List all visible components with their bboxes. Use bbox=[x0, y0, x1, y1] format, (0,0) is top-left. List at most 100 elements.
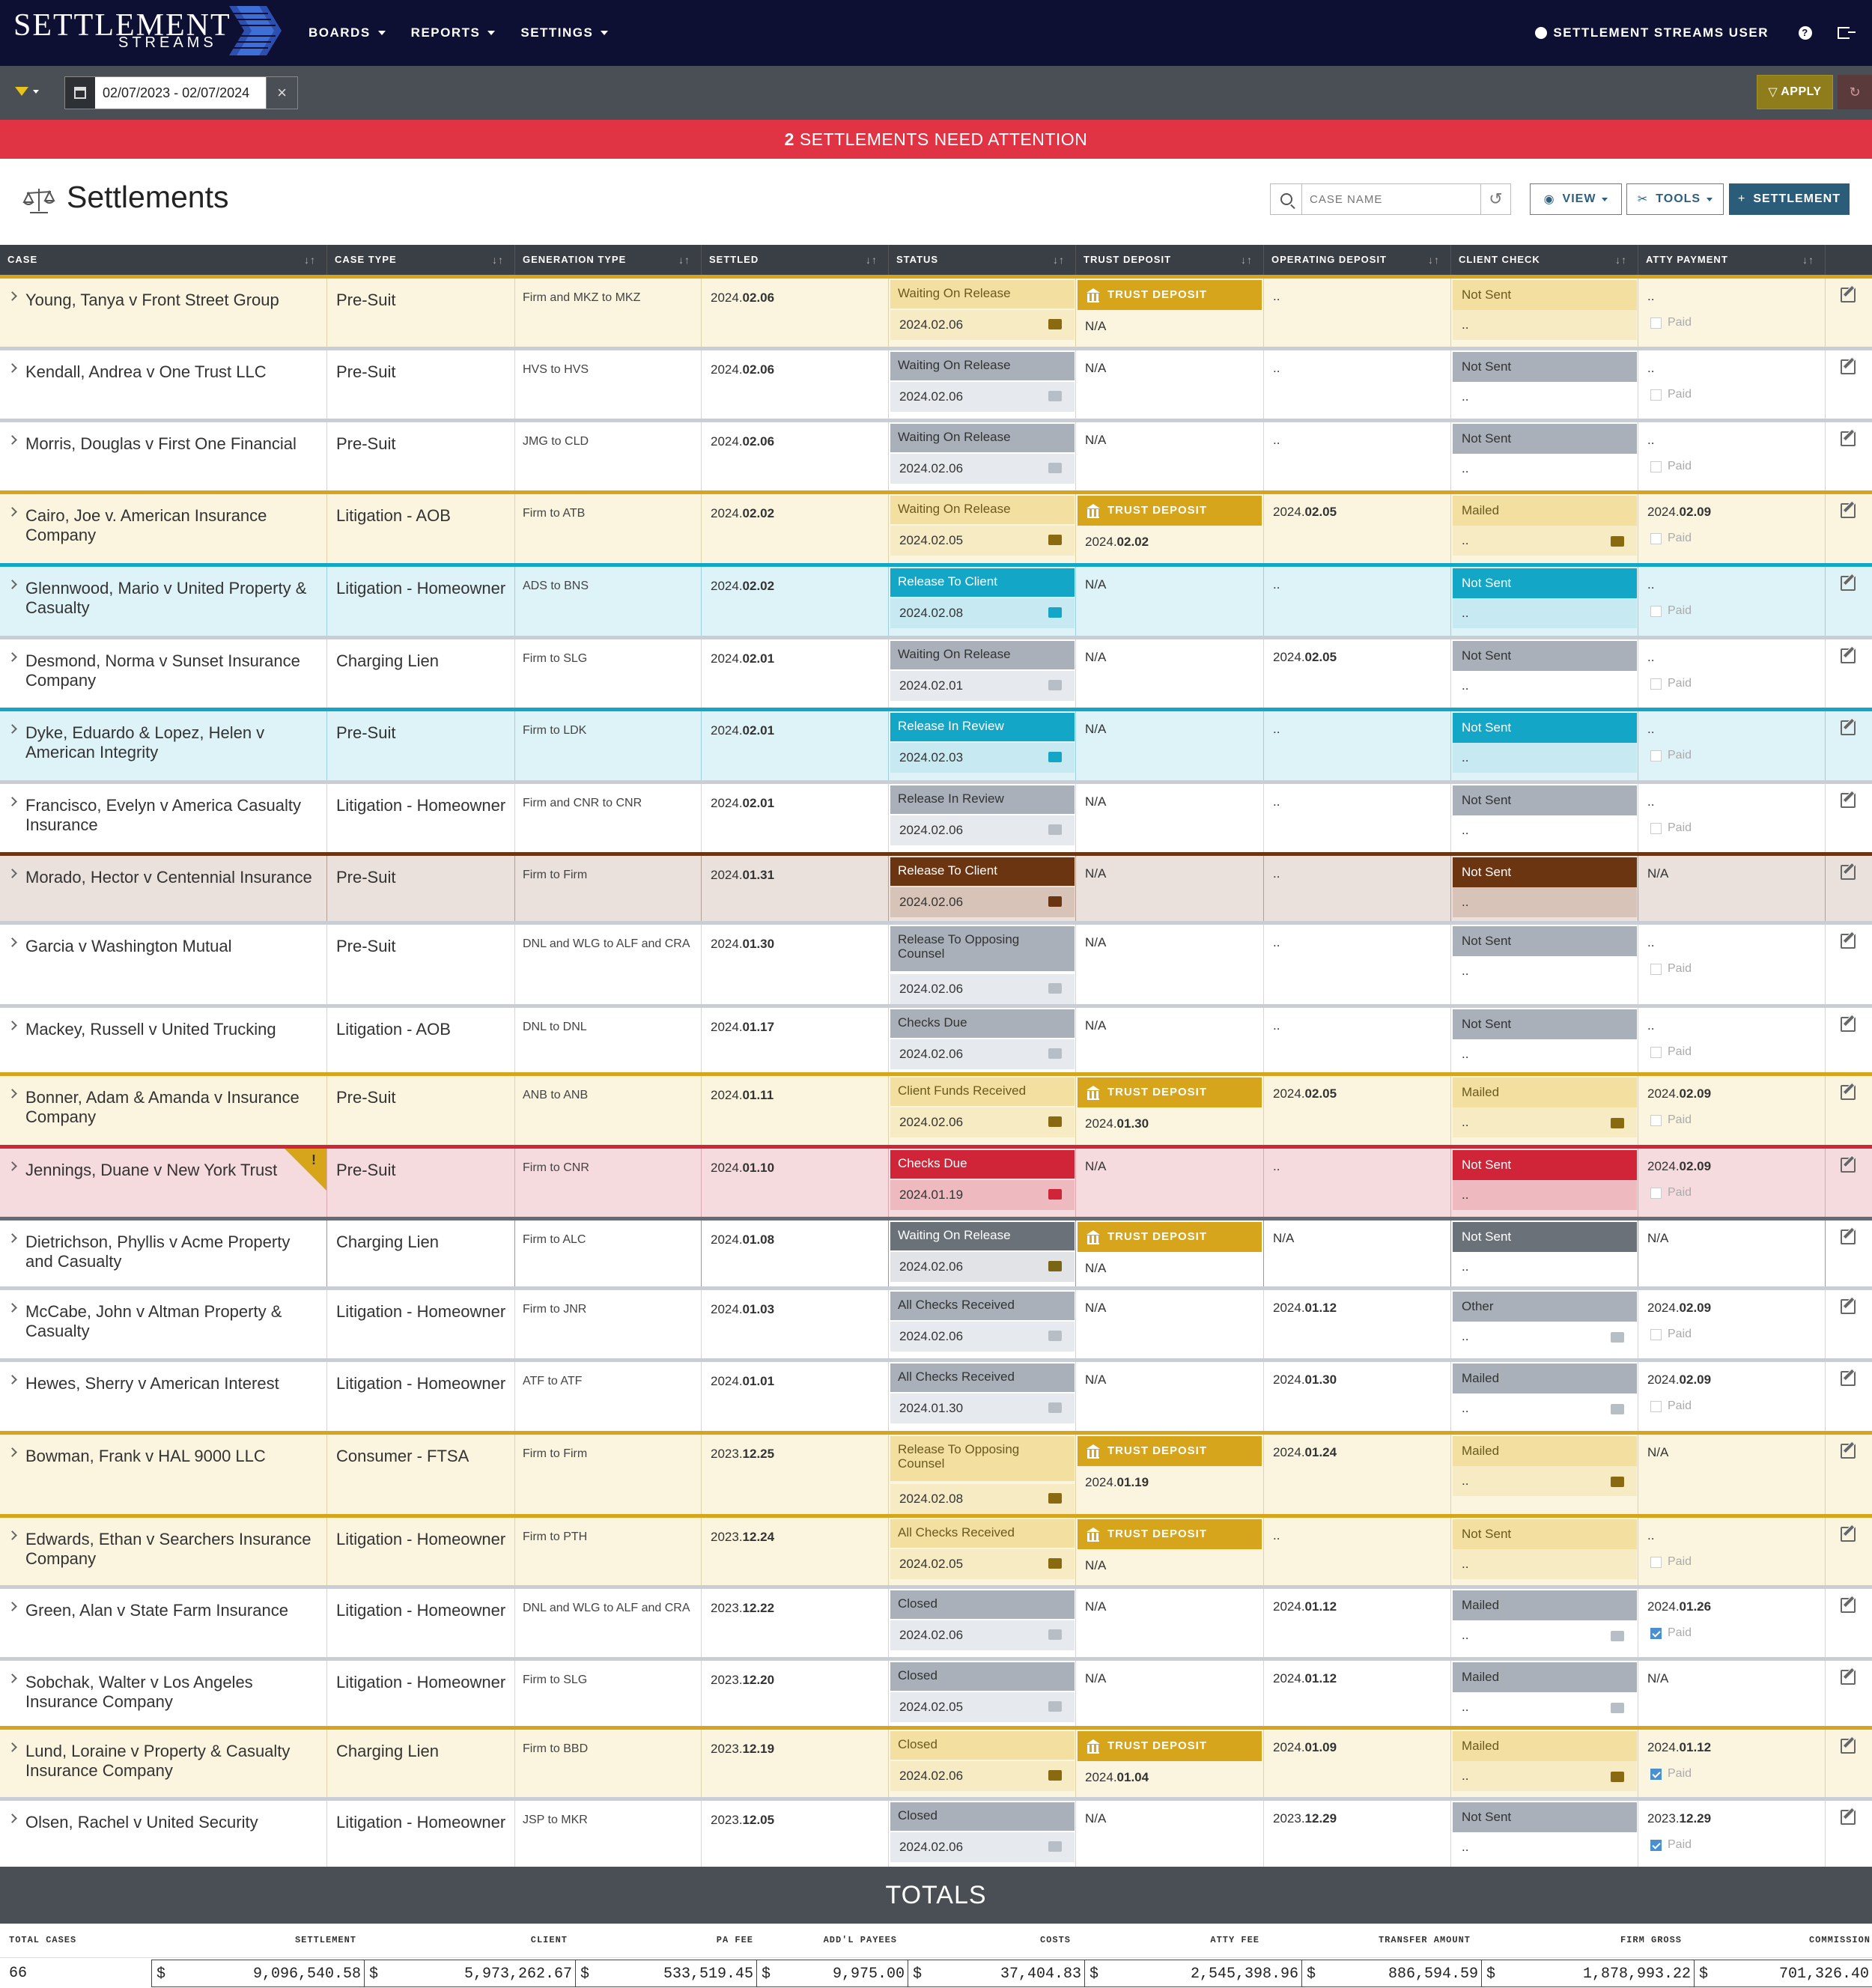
add-settlement-button[interactable]: + SETTLEMENT bbox=[1729, 183, 1850, 215]
comment-icon[interactable] bbox=[1048, 1189, 1062, 1200]
status-badge[interactable]: Waiting On Release bbox=[890, 496, 1075, 524]
status-badge[interactable]: Waiting On Release bbox=[890, 424, 1075, 452]
status-cell[interactable]: Closed 2024.02.06 bbox=[889, 1589, 1076, 1657]
chevron-right-icon[interactable] bbox=[7, 1089, 17, 1098]
chevron-right-icon[interactable] bbox=[7, 435, 17, 445]
nav-reports[interactable]: REPORTS bbox=[411, 25, 496, 40]
case-name[interactable]: Edwards, Ethan v Searchers Insurance Com… bbox=[25, 1530, 312, 1568]
comment-icon[interactable] bbox=[1048, 535, 1062, 545]
user-name[interactable]: SETTLEMENT STREAMS USER bbox=[1553, 25, 1769, 40]
chevron-right-icon[interactable] bbox=[7, 1375, 17, 1384]
paid-checkbox[interactable]: Paid bbox=[1650, 1328, 1692, 1341]
edit-icon[interactable] bbox=[1841, 288, 1856, 303]
trust-deposit-cell[interactable]: N/A bbox=[1076, 1008, 1264, 1072]
atty-payment-cell[interactable]: 2024.02.09 Paid bbox=[1638, 1290, 1826, 1358]
client-check-cell[interactable]: Mailed.. bbox=[1451, 1661, 1638, 1726]
comment-icon[interactable] bbox=[1048, 1493, 1062, 1504]
trust-deposit-cell[interactable]: N/A bbox=[1076, 1362, 1264, 1431]
checkbox-icon[interactable] bbox=[1650, 389, 1662, 401]
comment-icon[interactable] bbox=[1611, 1477, 1624, 1487]
paid-checkbox[interactable]: Paid bbox=[1650, 316, 1692, 329]
edit-icon[interactable] bbox=[1841, 359, 1856, 374]
status-badge[interactable]: Client Funds Received bbox=[890, 1077, 1075, 1106]
comment-icon[interactable] bbox=[1611, 1332, 1624, 1343]
case-name[interactable]: Bowman, Frank v HAL 9000 LLC bbox=[25, 1447, 266, 1465]
paid-checkbox[interactable]: Paid bbox=[1650, 1626, 1692, 1640]
atty-payment-cell[interactable]: 2023.12.29 Paid bbox=[1638, 1801, 1826, 1867]
case-cell[interactable]: Morris, Douglas v First One Financial bbox=[0, 422, 327, 490]
case-name[interactable]: Kendall, Andrea v One Trust LLC bbox=[25, 362, 267, 381]
comment-icon[interactable] bbox=[1048, 391, 1062, 401]
trust-deposit-badge[interactable]: TRUST DEPOSIT bbox=[1078, 1077, 1262, 1107]
atty-payment-cell[interactable]: N/A bbox=[1638, 856, 1826, 921]
case-name[interactable]: Jennings, Duane v New York Trust bbox=[25, 1161, 278, 1179]
chevron-right-icon[interactable] bbox=[7, 724, 17, 734]
question-icon[interactable]: ? bbox=[1799, 26, 1812, 40]
sort-icon[interactable]: ↓↑ bbox=[1053, 254, 1065, 266]
date-range-input[interactable]: 02/07/2023 - 02/07/2024 bbox=[95, 77, 266, 109]
status-cell[interactable]: Closed 2024.02.06 bbox=[889, 1730, 1076, 1797]
table-row[interactable]: Jennings, Duane v New York Trust! Pre-Sui… bbox=[0, 1145, 1872, 1217]
trust-deposit-cell[interactable]: TRUST DEPOSIT 2024.01.04 bbox=[1076, 1730, 1264, 1797]
status-cell[interactable]: Release To Opposing Counsel 2024.02.08 bbox=[889, 1435, 1076, 1514]
atty-payment-cell[interactable]: .. Paid bbox=[1638, 925, 1826, 1004]
client-check-status[interactable]: Not Sent bbox=[1453, 568, 1637, 598]
tools-button[interactable]: ✂ TOOLS bbox=[1626, 183, 1724, 215]
table-row[interactable]: McCabe, John v Altman Property & Casualt… bbox=[0, 1286, 1872, 1358]
table-row[interactable]: Hewes, Sherry v American Interest Litigat… bbox=[0, 1358, 1872, 1431]
edit-icon[interactable] bbox=[1841, 1371, 1856, 1386]
status-cell[interactable]: Client Funds Received 2024.02.06 bbox=[889, 1076, 1076, 1145]
atty-payment-cell[interactable]: N/A bbox=[1638, 1661, 1826, 1726]
case-name[interactable]: Desmond, Norma v Sunset Insurance Compan… bbox=[25, 651, 300, 690]
table-row[interactable]: Sobchak, Walter v Los Angeles Insurance … bbox=[0, 1657, 1872, 1726]
client-check-cell[interactable]: Not Sent.. bbox=[1451, 279, 1638, 347]
case-name[interactable]: Cairo, Joe v. American Insurance Company bbox=[25, 506, 267, 544]
table-row[interactable]: Morado, Hector v Centennial Insurance Pre… bbox=[0, 852, 1872, 921]
comment-icon[interactable] bbox=[1048, 1048, 1062, 1059]
client-check-cell[interactable]: Mailed.. bbox=[1451, 494, 1638, 563]
comment-icon[interactable] bbox=[1611, 1703, 1624, 1713]
comment-icon[interactable] bbox=[1048, 1770, 1062, 1781]
status-badge[interactable]: Release In Review bbox=[890, 785, 1075, 814]
comment-icon[interactable] bbox=[1048, 607, 1062, 618]
filter-icon[interactable] bbox=[15, 87, 28, 96]
chevron-right-icon[interactable] bbox=[7, 1674, 17, 1683]
status-cell[interactable]: Checks Due 2024.02.06 bbox=[889, 1008, 1076, 1072]
client-check-cell[interactable]: Not Sent.. bbox=[1451, 639, 1638, 708]
chevron-right-icon[interactable] bbox=[7, 1233, 17, 1243]
trust-deposit-badge[interactable]: TRUST DEPOSIT bbox=[1078, 1519, 1262, 1549]
status-badge[interactable]: Release To Client bbox=[890, 857, 1075, 886]
trust-deposit-cell[interactable]: N/A bbox=[1076, 639, 1264, 708]
client-check-cell[interactable]: Not Sent.. bbox=[1451, 350, 1638, 419]
close-icon[interactable]: × bbox=[266, 77, 297, 109]
client-check-cell[interactable]: Mailed.. bbox=[1451, 1730, 1638, 1797]
status-cell[interactable]: Waiting On Release 2024.02.06 bbox=[889, 422, 1076, 490]
sort-icon[interactable]: ↓↑ bbox=[304, 254, 316, 266]
status-badge[interactable]: All Checks Received bbox=[890, 1519, 1075, 1548]
chevron-right-icon[interactable] bbox=[7, 1814, 17, 1823]
search-icon[interactable] bbox=[1271, 184, 1302, 214]
case-name[interactable]: Glennwood, Mario v United Property & Cas… bbox=[25, 579, 307, 617]
paid-checkbox[interactable]: Paid bbox=[1650, 1555, 1692, 1569]
checkbox-icon[interactable] bbox=[1650, 1328, 1662, 1340]
checkbox-icon[interactable] bbox=[1650, 317, 1662, 329]
trust-deposit-cell[interactable]: TRUST DEPOSIT N/A bbox=[1076, 1221, 1264, 1286]
client-check-cell[interactable]: Other.. bbox=[1451, 1290, 1638, 1358]
status-badge[interactable]: Waiting On Release bbox=[890, 1222, 1075, 1250]
client-check-cell[interactable]: Not Sent.. bbox=[1451, 1149, 1638, 1217]
status-cell[interactable]: Release To Opposing Counsel 2024.02.06 bbox=[889, 925, 1076, 1004]
attention-alert[interactable]: 2 SETTLEMENTS NEED ATTENTION bbox=[0, 120, 1872, 159]
paid-checkbox[interactable]: Paid bbox=[1650, 388, 1692, 401]
edit-icon[interactable] bbox=[1841, 576, 1856, 591]
client-check-status[interactable]: Not Sent bbox=[1453, 857, 1637, 887]
client-check-status[interactable]: Mailed bbox=[1453, 1731, 1637, 1761]
comment-icon[interactable] bbox=[1611, 1772, 1624, 1782]
case-cell[interactable]: Glennwood, Mario v United Property & Cas… bbox=[0, 567, 327, 636]
edit-icon[interactable] bbox=[1841, 1229, 1856, 1244]
table-row[interactable]: Mackey, Russell v United Trucking Litigat… bbox=[0, 1004, 1872, 1072]
client-check-status[interactable]: Not Sent bbox=[1453, 641, 1637, 671]
case-cell[interactable]: Mackey, Russell v United Trucking bbox=[0, 1008, 327, 1072]
client-check-cell[interactable]: Not Sent.. bbox=[1451, 856, 1638, 921]
edit-icon[interactable] bbox=[1841, 1810, 1856, 1825]
case-cell[interactable]: Dyke, Eduardo & Lopez, Helen v American … bbox=[0, 711, 327, 780]
